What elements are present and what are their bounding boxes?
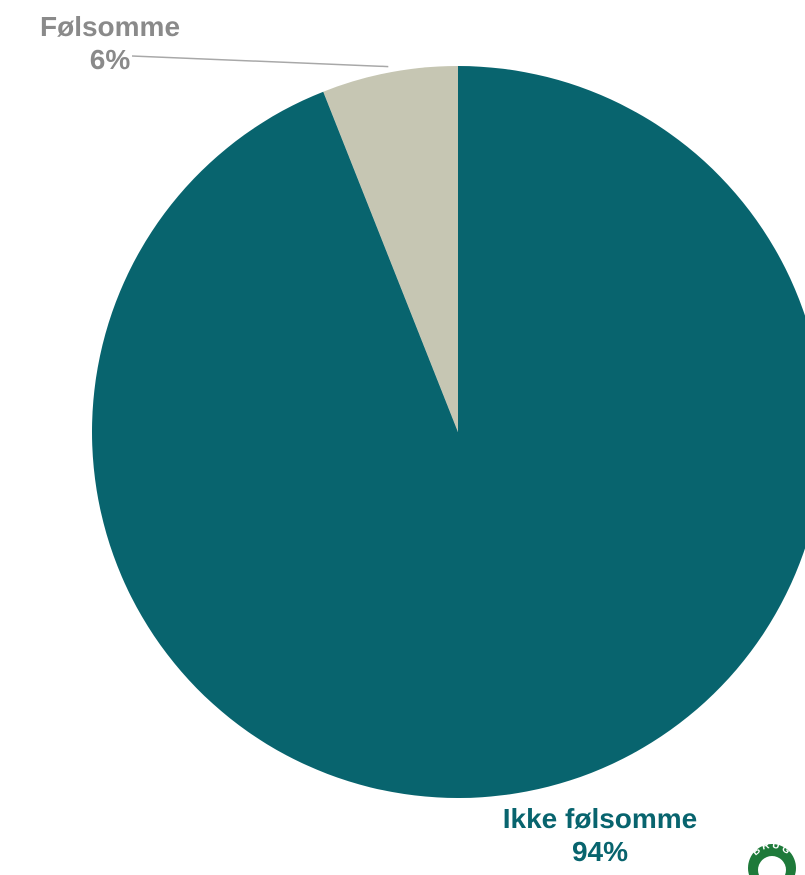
pie-slice-ikke-følsomme [92, 66, 805, 798]
slice-label-folsomme: Følsomme 6% [0, 10, 220, 76]
leader-line-folsomme [131, 55, 389, 68]
slice-label-folsomme-value: 6% [89, 44, 131, 75]
slice-label-ikke-folsomme-value: 94% [571, 836, 629, 867]
logo-badge-icon: BRUG [748, 840, 796, 875]
slice-label-folsomme-name: Følsomme [39, 11, 181, 42]
slice-label-ikke-folsomme-name: Ikke følsomme [502, 803, 698, 834]
slice-label-ikke-folsomme: Ikke følsomme 94% [460, 802, 740, 868]
pie-slice-følsomme [323, 66, 458, 432]
